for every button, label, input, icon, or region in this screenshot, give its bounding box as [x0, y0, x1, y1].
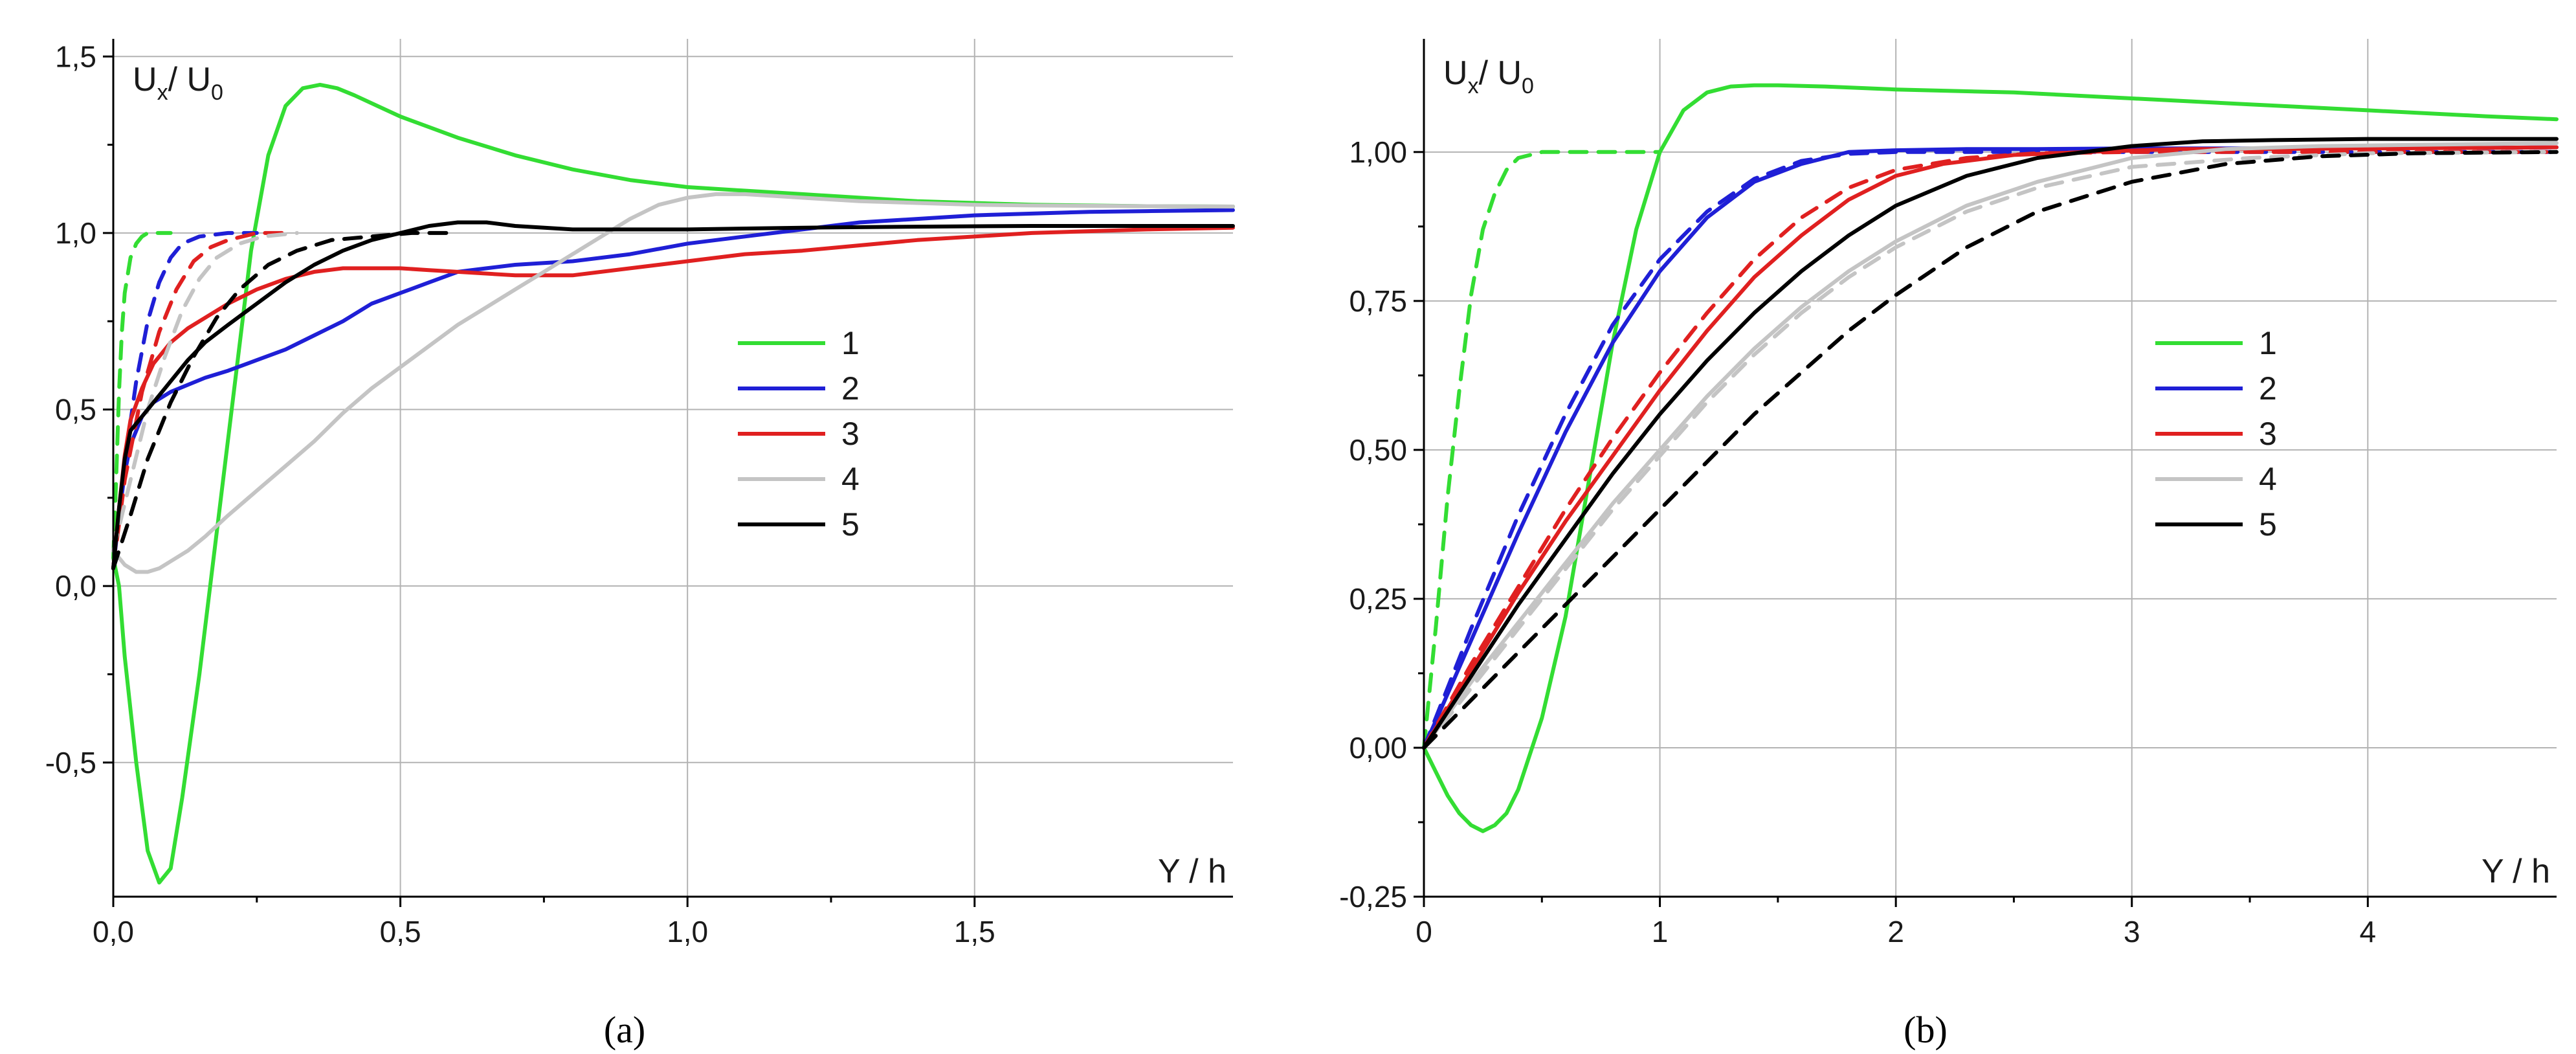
panel-a-x-tick-label: 1,0	[667, 915, 708, 948]
panel-a-caption: (a)	[604, 1009, 645, 1051]
panel-b-y-tick-label: 0,75	[1349, 284, 1407, 318]
panel-a-legend-label-4: 4	[841, 461, 860, 497]
panel-b-series-1-solid-line	[1422, 83, 2559, 833]
panel-a-y-tick-label: 0,5	[55, 393, 96, 427]
panel-b-y-tick-label: 0,00	[1349, 731, 1407, 765]
panel-b-legend-label-4: 4	[2259, 461, 2277, 497]
panel-b-x-tick-label: 0	[1416, 915, 1432, 948]
panel-a-series-1-dashed-line	[111, 230, 173, 560]
panel-a-y-tick-label: 1,0	[55, 216, 96, 250]
panel-b-series-4-solid-line	[1422, 141, 2559, 750]
panel-a-legend-label-5: 5	[841, 506, 860, 543]
panel-a-y-tick-label: 0,0	[55, 569, 96, 603]
panel-b-y-axis-title: Ux/ U0	[1443, 54, 1534, 98]
panel-b-series-5-solid-line	[1422, 137, 2559, 750]
panel-b-series-1-dashed-line	[1422, 150, 1662, 750]
panel-a-legend-label-3: 3	[841, 416, 860, 452]
panel-b-x-tick-label: 4	[2360, 915, 2377, 948]
panel-a-chart: 0,0 0,5 1,0 1,5 -0,5 0,0 0,5 1,0 1,5 Y / h Ux/ U0 1…	[45, 39, 1235, 948]
panel-b-x-tick-label: 3	[2124, 915, 2140, 948]
panel-b-x-axis-title: Y / h	[2482, 853, 2550, 890]
panel-b-legend-label-5: 5	[2259, 506, 2277, 543]
panel-b-legend-label-1: 1	[2259, 325, 2277, 361]
panel-b-series-4-dashed-line	[1422, 150, 2559, 750]
panel-a-x-axis-title: Y / h	[1158, 853, 1227, 890]
panel-a-series-5-solid-line	[111, 220, 1235, 570]
panel-b-caption: (b)	[1904, 1009, 1948, 1051]
panel-b-chart: 0 1 2 3 4 -0,25 0,00 0,25 0,50 0,75 1,00 Y / h Ux/ U…	[1339, 39, 2559, 948]
panel-a-y-tick-label: 1,5	[55, 39, 96, 73]
panel-a-x-tick-label: 0,5	[380, 915, 421, 948]
panel-b-y-tick-label: -0,25	[1339, 880, 1407, 914]
panel-a-series-4-dashed-line	[111, 230, 299, 553]
panel-b-y-tick-label: 1,00	[1349, 135, 1407, 169]
panel-b-y-tick-label: 0,50	[1349, 433, 1407, 467]
panel-a-x-tick-label: 1,5	[954, 915, 995, 948]
panel-a-series-3-solid-line	[111, 225, 1235, 570]
panel-a-series-4-solid-line	[111, 192, 1235, 574]
panel-b-series-5-dashed-line	[1422, 150, 2559, 750]
panel-b-y-tick-label: 0,25	[1349, 582, 1407, 616]
panel-b-legend-label-3: 3	[2259, 416, 2277, 452]
panel-a-legend-label-1: 1	[841, 325, 860, 361]
panel-b-legend-label-2: 2	[2259, 370, 2277, 407]
panel-b-x-tick-label: 1	[1652, 915, 1669, 948]
panel-b-x-tick-label: 2	[1887, 915, 1904, 948]
panel-a-y-axis-title: Ux/ U0	[133, 61, 223, 105]
panel-a-series-2-dashed-line	[111, 230, 259, 570]
panel-a-series-3-dashed-line	[111, 230, 288, 570]
panel-a-series-5-dashed-line	[111, 230, 460, 570]
panel-a-legend-label-2: 2	[841, 370, 860, 407]
panel-a-x-tick-label: 0,0	[93, 915, 134, 948]
panel-a-y-tick-label: -0,5	[45, 746, 96, 779]
panel-a-series-1-solid-line	[111, 82, 1235, 885]
